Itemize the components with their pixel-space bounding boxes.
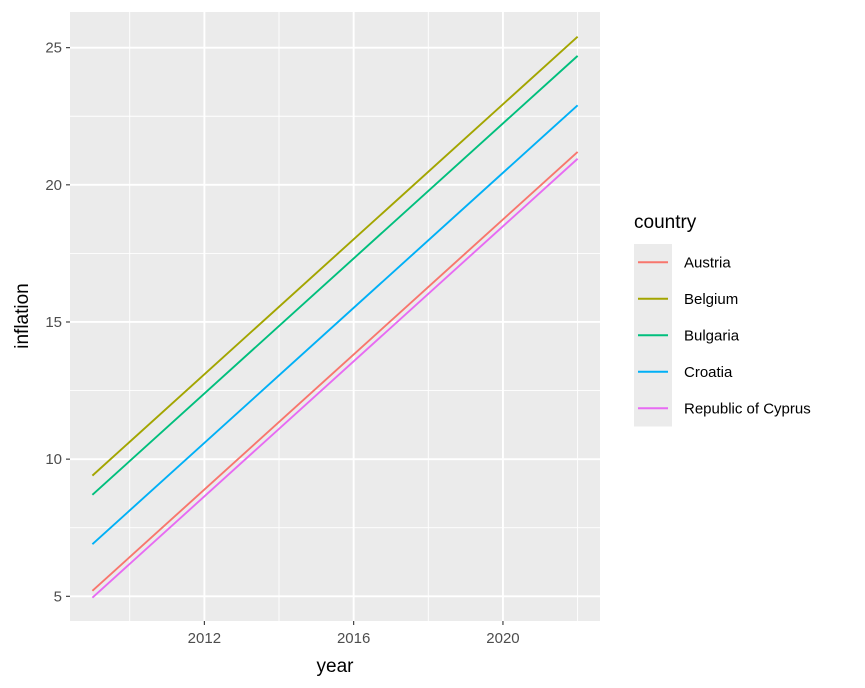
series-line-belgium: [91, 35, 579, 477]
legend: country Austria Belgium Bulgaria Croatia Rep…: [634, 212, 811, 427]
x-axis: 2012 2016 2020: [188, 621, 520, 647]
y-tick-label: 15: [45, 314, 62, 331]
legend-item: Austria: [634, 244, 731, 281]
series-line-austria: [91, 151, 579, 592]
legend-item: Belgium: [634, 280, 738, 317]
y-tick-label: 25: [45, 40, 62, 57]
legend-label: Croatia: [684, 364, 733, 381]
x-tick-label: 2012: [188, 630, 221, 647]
x-tick-label: 2020: [486, 630, 519, 647]
major-gridlines: [70, 12, 600, 621]
legend-label: Austria: [684, 254, 731, 271]
legend-item: Bulgaria: [634, 317, 740, 354]
legend-item: Republic of Cyprus: [634, 390, 811, 427]
series-line-bulgaria: [91, 55, 579, 496]
y-tick-label: 5: [54, 588, 62, 605]
series-lines: [91, 35, 579, 599]
x-tick-label: 2016: [337, 630, 370, 647]
panel-background: [70, 12, 600, 621]
series-line-croatia: [91, 104, 579, 545]
y-tick-label: 20: [45, 177, 62, 194]
x-axis-title: year: [317, 656, 355, 677]
legend-title: country: [634, 212, 697, 233]
y-tick-label: 10: [45, 451, 62, 468]
legend-item: Croatia: [634, 353, 733, 390]
legend-label: Belgium: [684, 291, 738, 308]
y-axis-title: inflation: [12, 283, 33, 349]
legend-label: Republic of Cyprus: [684, 400, 811, 417]
y-axis: 5 10 15 20 25: [45, 40, 70, 605]
legend-label: Bulgaria: [684, 327, 740, 344]
minor-gridlines: [70, 12, 600, 621]
legend-items: Austria Belgium Bulgaria Croatia Republic of…: [634, 244, 811, 427]
series-line-republic-of-cyprus: [91, 158, 579, 599]
